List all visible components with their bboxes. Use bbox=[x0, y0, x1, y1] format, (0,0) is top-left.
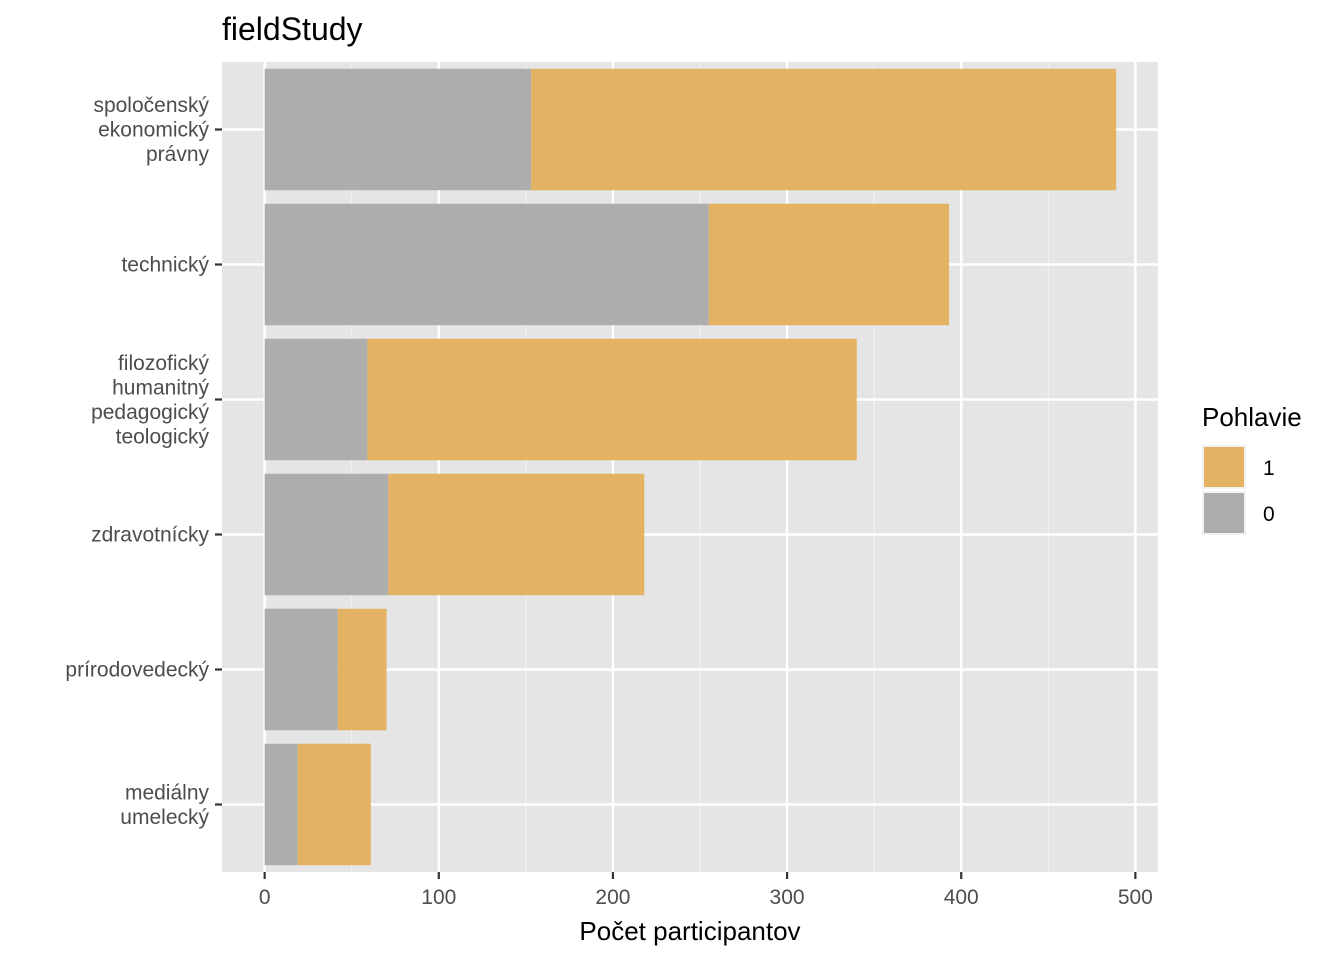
bar-segment-series-1 bbox=[337, 608, 387, 731]
x-tick-label: 400 bbox=[944, 886, 979, 909]
y-tick-label-line: humanitný bbox=[112, 376, 209, 399]
bar-segment-series-0 bbox=[264, 338, 368, 461]
x-tick-label: 100 bbox=[421, 886, 456, 909]
y-tick-label-line: spoločenský bbox=[93, 94, 209, 117]
bar-segment-series-0 bbox=[264, 608, 338, 731]
legend-label: 1 bbox=[1263, 457, 1275, 480]
legend-title: Pohlavie bbox=[1202, 402, 1302, 432]
y-tick-label-line: mediálny bbox=[125, 781, 210, 804]
legend-swatch bbox=[1204, 447, 1244, 487]
bars bbox=[264, 68, 1117, 866]
y-tick-label: spoločenský ekonomický právny bbox=[93, 94, 209, 166]
y-tick-label: technický bbox=[121, 254, 209, 277]
x-tick-label: 200 bbox=[595, 886, 630, 909]
y-tick-label-line: pedagogický bbox=[91, 401, 209, 424]
legend-label: 0 bbox=[1263, 503, 1275, 526]
x-tick-label: 0 bbox=[259, 886, 271, 909]
y-tick-label-line: umelecký bbox=[120, 806, 209, 829]
y-tick-label-line: zdravotnícky bbox=[91, 524, 209, 547]
y-tick-label-line: technický bbox=[121, 254, 209, 277]
x-tick-label: 500 bbox=[1118, 886, 1153, 909]
x-axis: 0 100 200 300 400 500 bbox=[259, 872, 1153, 909]
y-tick-label-line: ekonomický bbox=[98, 119, 209, 142]
y-tick-label: zdravotnícky bbox=[91, 524, 209, 547]
bar-segment-series-1 bbox=[388, 473, 645, 596]
y-tick-label: filozofický humanitný pedagogický teologick… bbox=[91, 352, 209, 449]
y-tick-label: mediálny umelecký bbox=[120, 781, 209, 829]
x-tick-label: 300 bbox=[770, 886, 805, 909]
legend: Pohlavie 1 0 bbox=[1202, 402, 1302, 535]
x-axis-title: Počet participantov bbox=[579, 916, 800, 946]
chart-title: fieldStudy bbox=[222, 11, 363, 47]
y-axis: spoločenský ekonomický právny technický filo… bbox=[65, 94, 222, 829]
y-tick-label-line: prírodovedecký bbox=[65, 659, 209, 682]
y-tick-label: prírodovedecký bbox=[65, 659, 209, 682]
legend-swatch bbox=[1204, 493, 1244, 533]
bar-segment-series-1 bbox=[367, 338, 857, 461]
plot-panel bbox=[222, 62, 1158, 872]
bar-segment-series-0 bbox=[264, 743, 298, 866]
y-tick-label-line: právny bbox=[146, 143, 210, 166]
y-tick-label-line: teologický bbox=[116, 425, 210, 448]
bar-segment-series-0 bbox=[264, 68, 532, 191]
bar-segment-series-1 bbox=[531, 68, 1117, 191]
bar-segment-series-1 bbox=[297, 743, 371, 866]
bar-segment-series-0 bbox=[264, 203, 709, 326]
bar-segment-series-1 bbox=[708, 203, 950, 326]
y-tick-label-line: filozofický bbox=[118, 352, 210, 375]
bar-segment-series-0 bbox=[264, 473, 389, 596]
